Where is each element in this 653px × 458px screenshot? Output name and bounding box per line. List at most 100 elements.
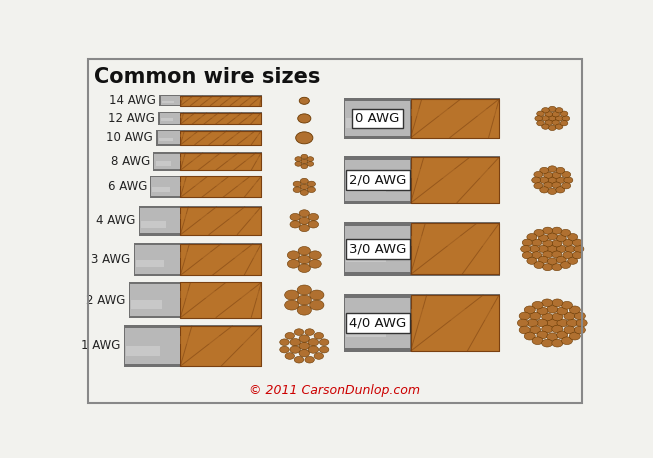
Circle shape [552, 264, 562, 271]
Circle shape [308, 346, 319, 353]
Circle shape [301, 164, 308, 169]
Circle shape [534, 171, 543, 178]
Bar [180, 113, 261, 124]
Bar [135, 244, 180, 275]
Circle shape [314, 333, 323, 339]
Circle shape [298, 255, 310, 264]
Bar [346, 119, 386, 128]
Circle shape [547, 258, 557, 265]
Circle shape [290, 338, 300, 346]
Circle shape [560, 229, 571, 236]
Circle shape [567, 234, 578, 240]
Text: Common wire sizes: Common wire sizes [94, 67, 321, 87]
Bar [180, 176, 261, 197]
Circle shape [552, 313, 563, 321]
Bar [156, 130, 263, 146]
Bar [180, 134, 261, 137]
Circle shape [527, 257, 537, 264]
Bar [411, 224, 499, 274]
Circle shape [524, 306, 535, 314]
Circle shape [541, 116, 549, 121]
Circle shape [527, 319, 538, 327]
Circle shape [563, 239, 573, 246]
Text: 14 AWG: 14 AWG [109, 94, 156, 107]
Circle shape [556, 307, 567, 315]
Bar [126, 346, 159, 356]
Bar [161, 119, 173, 121]
Circle shape [572, 239, 582, 246]
Bar [345, 224, 411, 274]
Text: 2/0 AWG: 2/0 AWG [349, 174, 406, 187]
Circle shape [556, 331, 567, 339]
Circle shape [547, 333, 558, 341]
Circle shape [541, 339, 552, 347]
Circle shape [552, 240, 562, 247]
Bar [343, 98, 500, 139]
Bar [123, 325, 263, 367]
Circle shape [285, 333, 295, 339]
Bar [161, 101, 174, 103]
Circle shape [532, 301, 543, 309]
Circle shape [548, 166, 557, 172]
Circle shape [552, 299, 563, 307]
Circle shape [543, 227, 552, 234]
Circle shape [538, 234, 549, 242]
Circle shape [300, 190, 308, 196]
Bar [155, 153, 180, 169]
Circle shape [293, 187, 301, 192]
Circle shape [520, 245, 531, 252]
Bar [346, 249, 386, 262]
Bar [180, 213, 261, 219]
Circle shape [519, 312, 530, 320]
Circle shape [567, 319, 577, 327]
Bar [180, 181, 261, 186]
Circle shape [537, 307, 548, 315]
Bar [157, 131, 180, 144]
Circle shape [309, 251, 321, 259]
Circle shape [542, 313, 552, 321]
Circle shape [560, 262, 571, 268]
Circle shape [279, 339, 289, 345]
Circle shape [308, 187, 315, 192]
Circle shape [522, 239, 532, 246]
Bar [136, 260, 164, 267]
Circle shape [565, 245, 575, 252]
Circle shape [300, 178, 308, 184]
Circle shape [542, 124, 549, 129]
Bar [180, 251, 261, 258]
Circle shape [537, 111, 545, 116]
Circle shape [556, 177, 565, 183]
Bar [346, 323, 386, 337]
Circle shape [547, 305, 558, 313]
Bar [180, 115, 261, 118]
Circle shape [532, 177, 541, 183]
Circle shape [552, 227, 562, 234]
Bar [180, 326, 261, 366]
Circle shape [552, 172, 561, 178]
Circle shape [299, 349, 310, 357]
Circle shape [537, 319, 548, 327]
Circle shape [575, 312, 586, 320]
Circle shape [552, 182, 561, 188]
Text: 10 AWG: 10 AWG [106, 131, 153, 144]
Circle shape [547, 233, 557, 240]
Circle shape [556, 245, 567, 252]
Circle shape [532, 239, 542, 246]
Circle shape [301, 159, 308, 164]
Circle shape [549, 125, 556, 131]
Circle shape [576, 319, 587, 327]
Circle shape [564, 177, 573, 183]
Circle shape [552, 339, 563, 347]
Circle shape [544, 172, 552, 178]
Bar [159, 113, 180, 124]
Circle shape [299, 210, 310, 217]
Circle shape [287, 260, 300, 268]
Text: 12 AWG: 12 AWG [108, 112, 155, 125]
Circle shape [563, 252, 573, 259]
Bar [135, 245, 180, 274]
Bar [130, 283, 180, 318]
Circle shape [540, 167, 549, 174]
Circle shape [295, 329, 304, 335]
Circle shape [290, 346, 300, 353]
Bar [411, 295, 499, 351]
